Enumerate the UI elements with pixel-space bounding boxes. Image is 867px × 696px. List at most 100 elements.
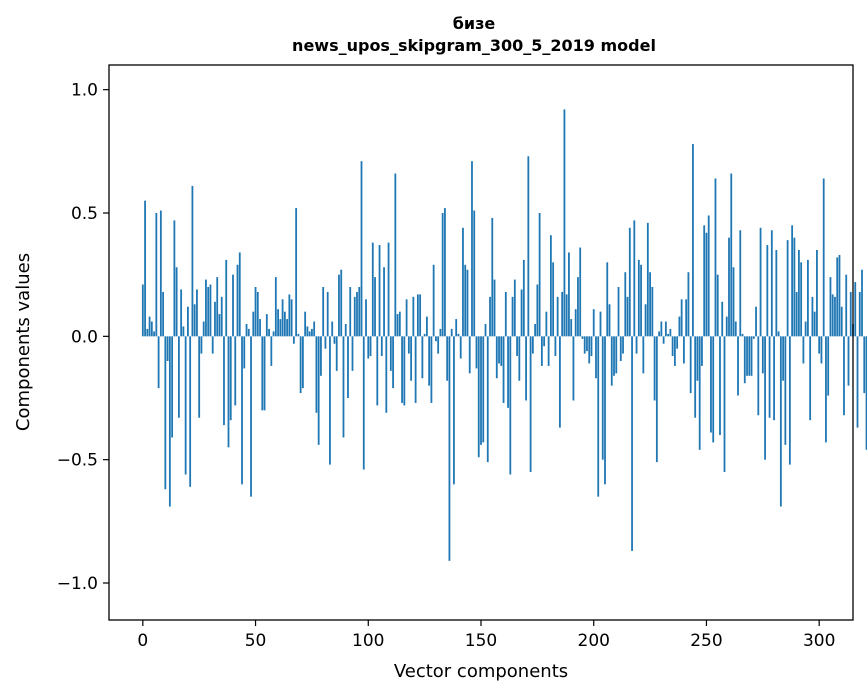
x-tick-label: 200 [578, 631, 610, 651]
bar [710, 336, 712, 433]
bar [144, 200, 146, 337]
bar [500, 336, 503, 366]
bar [734, 321, 737, 337]
bar [166, 336, 169, 361]
bar [148, 316, 151, 337]
x-axis-label: Vector components [394, 661, 568, 682]
bar [624, 272, 627, 337]
bar [412, 296, 415, 337]
bar [383, 267, 385, 337]
bar [676, 336, 679, 349]
bar [597, 336, 600, 497]
bar [622, 336, 624, 354]
bar [495, 336, 498, 379]
bar [527, 156, 530, 337]
bar [549, 235, 552, 337]
bar [338, 274, 340, 337]
bar [683, 336, 685, 364]
bar [626, 296, 629, 337]
bar [732, 267, 735, 337]
bar [522, 259, 525, 337]
bar [768, 336, 771, 418]
bar [457, 333, 460, 337]
bar [425, 316, 428, 337]
bar [241, 336, 243, 485]
bar [193, 304, 196, 337]
bar [759, 227, 762, 337]
bar [507, 336, 509, 408]
bar [595, 336, 597, 379]
bar [250, 336, 252, 497]
bar [843, 336, 845, 416]
bar [813, 311, 816, 337]
bar [811, 296, 814, 337]
bar [225, 259, 228, 337]
bar [256, 291, 259, 337]
y-axis-label: Components values [13, 253, 34, 431]
bar [416, 294, 419, 337]
bar [207, 287, 210, 337]
x-tick-label: 0 [137, 631, 148, 651]
bar [159, 210, 162, 337]
bar [421, 336, 424, 379]
bar [529, 336, 532, 472]
bar [200, 336, 203, 354]
bar [766, 245, 769, 337]
bar [590, 336, 593, 357]
bar [752, 336, 755, 339]
bar [387, 242, 390, 337]
bar [861, 269, 863, 337]
bar [380, 336, 383, 357]
bar [556, 296, 559, 337]
bar [220, 296, 223, 337]
bar [317, 336, 320, 445]
bar [288, 294, 291, 337]
bar [696, 336, 699, 381]
x-axis: 0 50 100 150 200 250 300 [137, 620, 835, 651]
bar [836, 257, 839, 337]
bar [405, 299, 408, 337]
bar [175, 267, 178, 337]
bar [601, 336, 604, 460]
bar [831, 294, 834, 337]
x-tick-label: 250 [690, 631, 722, 651]
bar [680, 299, 683, 337]
bar [502, 336, 505, 403]
bar [658, 331, 661, 337]
bar [403, 336, 406, 406]
bar [525, 336, 527, 401]
bar [351, 336, 354, 371]
bar [617, 287, 620, 337]
bar [419, 294, 422, 337]
bar [631, 336, 633, 551]
bar [588, 336, 591, 364]
bar [543, 336, 546, 347]
bar [804, 321, 807, 337]
bar [453, 336, 455, 485]
bar [694, 336, 697, 418]
bar [347, 336, 349, 398]
bar [389, 336, 392, 371]
bar [430, 336, 433, 403]
bar [401, 336, 403, 403]
bar [270, 336, 273, 366]
bar [329, 336, 331, 465]
bar [513, 279, 516, 337]
bar [439, 328, 442, 337]
bar [344, 324, 347, 337]
bar [667, 333, 670, 337]
bar [432, 264, 435, 337]
bar [371, 242, 374, 337]
bar [531, 336, 534, 354]
bar [198, 336, 201, 418]
bar [484, 324, 487, 337]
bar [739, 230, 742, 337]
bar [572, 336, 575, 401]
bar [261, 336, 264, 411]
bar [730, 173, 733, 337]
y-tick-label: 1.0 [71, 81, 98, 101]
bar [301, 336, 304, 389]
bar [286, 319, 289, 337]
bar [728, 237, 730, 337]
bar [856, 336, 859, 428]
